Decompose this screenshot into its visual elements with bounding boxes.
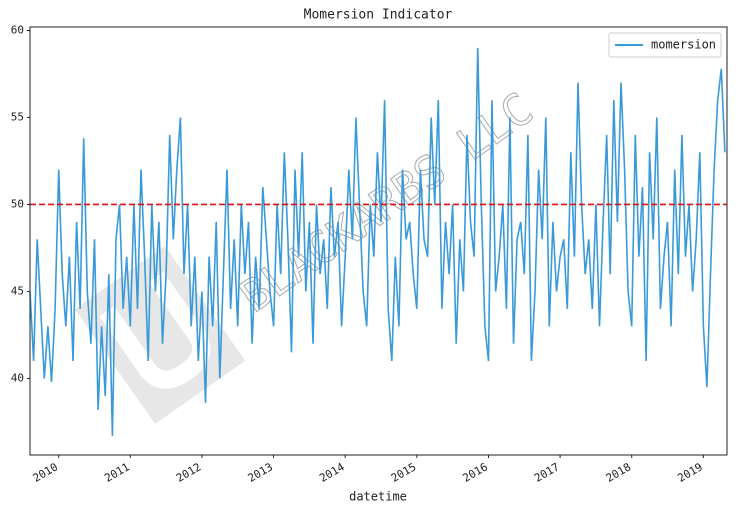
x-tick-label: 2014: [317, 460, 347, 485]
legend: momersion: [608, 32, 722, 58]
x-tick-label: 2012: [174, 460, 203, 485]
x-tick-label: 2018: [604, 460, 633, 485]
series-line: [29, 47, 726, 436]
y-tick-label: 50: [11, 197, 24, 210]
x-tick-label: 2011: [102, 460, 131, 485]
x-tick-label: 2019: [675, 460, 704, 485]
y-tick-label: 55: [11, 110, 24, 123]
x-tick-label: 2010: [31, 460, 60, 485]
y-tick-label: 60: [11, 23, 24, 36]
watermark-logo: [74, 246, 246, 424]
x-tick-label: 2017: [532, 460, 561, 485]
legend-box: [608, 32, 722, 58]
x-tick-label: 2016: [461, 460, 490, 485]
legend-label: momersion: [651, 38, 716, 52]
plot-frame: [29, 26, 728, 456]
y-tick-label: 40: [11, 371, 24, 384]
x-axis-label: datetime: [349, 490, 407, 504]
x-tick-label: 2015: [389, 460, 418, 485]
y-tick-label: 45: [11, 284, 24, 297]
chart-title: Momersion Indicator: [304, 8, 453, 23]
x-tick-label: 2013: [246, 460, 275, 485]
